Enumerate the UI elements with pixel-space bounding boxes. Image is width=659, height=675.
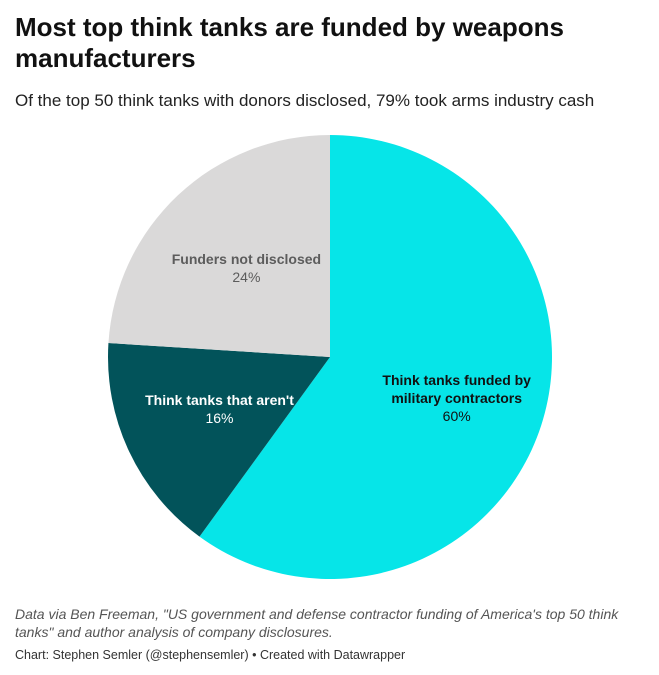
slice-value: 24% xyxy=(232,269,260,285)
chart-subtitle: Of the top 50 think tanks with donors di… xyxy=(15,91,595,110)
slice-value: 60% xyxy=(443,408,471,424)
pie-slice-2 xyxy=(108,135,330,357)
chart-title: Most top think tanks are funded by weapo… xyxy=(15,12,564,73)
slice-label-0: Think tanks funded by military contractor… xyxy=(382,372,531,424)
source-note: Data via Ben Freeman, "US government and… xyxy=(15,606,619,640)
slice-value: 16% xyxy=(205,410,233,426)
pie-slice-0 xyxy=(199,135,553,579)
slice-name-line: military contractors xyxy=(391,390,522,406)
slice-label-2: Funders not disclosed 24% xyxy=(172,251,321,285)
pie-slice-1 xyxy=(108,343,330,537)
slice-name-line: Think tanks that aren't xyxy=(145,392,294,408)
pie-chart: Think tanks funded by military contractor… xyxy=(108,135,553,579)
slice-label-1: Think tanks that aren't 16% xyxy=(145,392,294,426)
slice-name-line: Funders not disclosed xyxy=(172,251,321,267)
slice-name-line: Think tanks funded by xyxy=(382,372,531,388)
chart-credit: Chart: Stephen Semler (@stephensemler) •… xyxy=(15,648,406,662)
